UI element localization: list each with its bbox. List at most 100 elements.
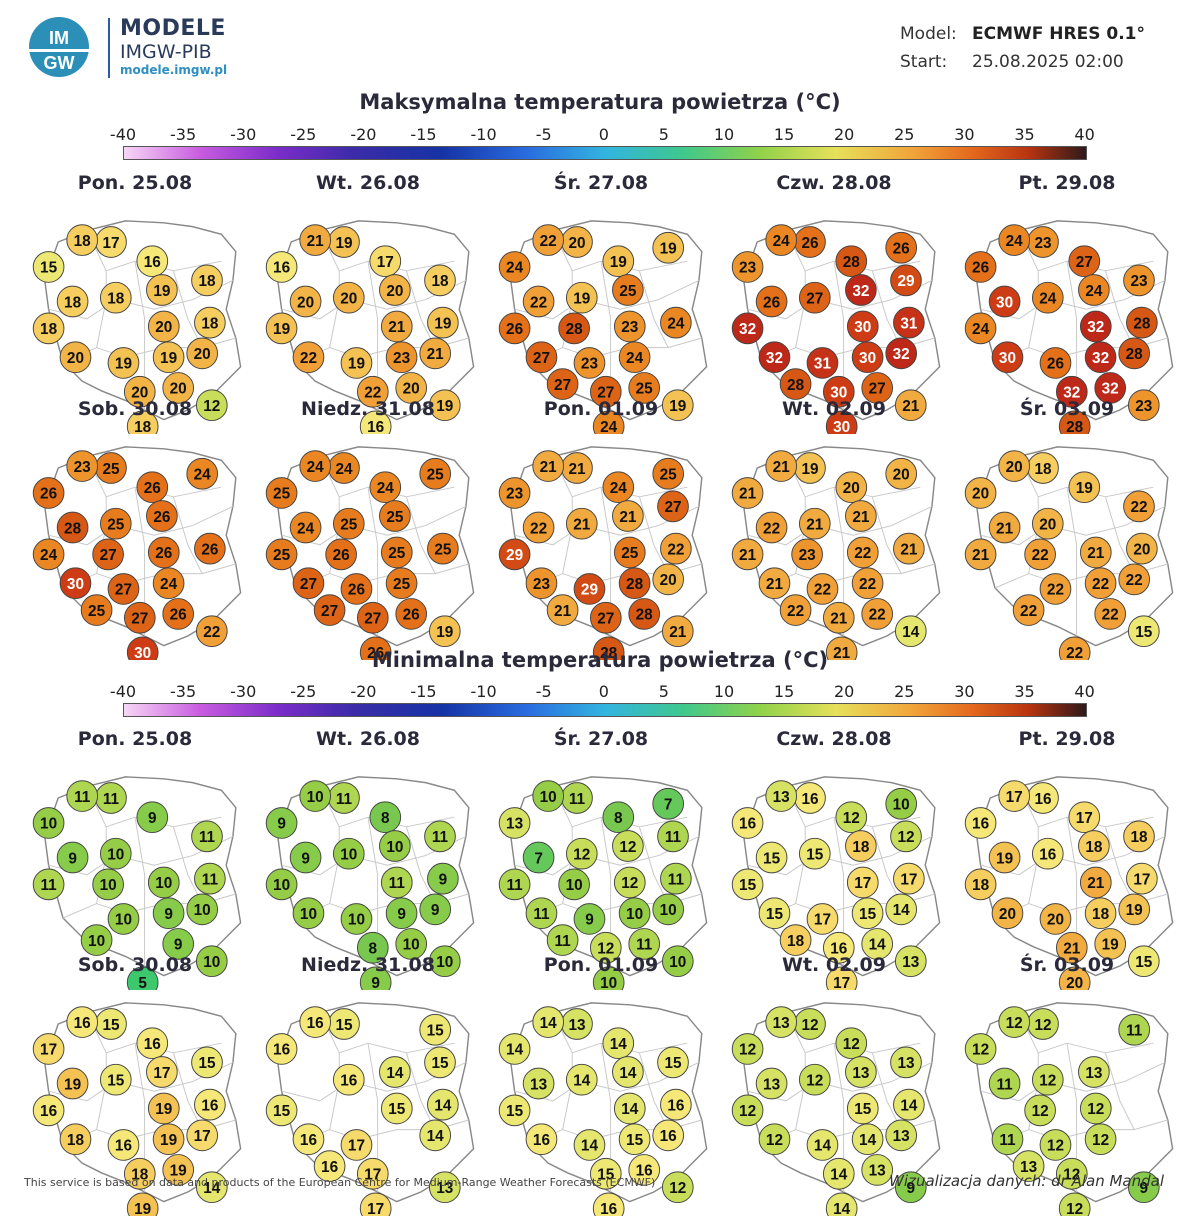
temperature-circle — [835, 1027, 868, 1060]
temperature-circle — [1118, 563, 1151, 596]
temperature-circle — [988, 511, 1021, 544]
temperature-circle — [1123, 490, 1155, 523]
temperature-circle — [385, 341, 418, 374]
temperature-marker: 18 — [66, 224, 99, 256]
temperature-circle — [265, 251, 298, 283]
temperature-marker: 24 — [660, 306, 692, 339]
temperature-circle — [356, 375, 389, 408]
temperature-marker: 21 — [561, 452, 593, 484]
temperature-marker: 13 — [561, 1008, 593, 1040]
temperature-marker: 10 — [292, 897, 325, 930]
temperature-circle — [589, 601, 622, 634]
temperature-marker: 20 — [1126, 532, 1158, 565]
temperature-marker: 23 — [1123, 264, 1155, 297]
temperature-marker: 19 — [988, 841, 1021, 874]
temperature-circle — [356, 601, 389, 634]
temperature-circle — [758, 897, 791, 930]
temperature-circle — [186, 1119, 219, 1152]
temperature-value: 10 — [88, 933, 105, 950]
temperature-value: 12 — [619, 839, 636, 856]
brand-url-link[interactable]: modele.imgw.pl — [120, 63, 228, 77]
temperature-circle — [265, 538, 298, 571]
temperature-value: 12 — [1047, 1138, 1064, 1155]
voivodeship-border — [980, 1061, 1166, 1102]
temperature-marker: 10 — [32, 807, 65, 839]
temperature-value: 15 — [40, 260, 58, 277]
temperature-value: 22 — [1126, 572, 1143, 589]
temperature-marker: 17 — [340, 1129, 373, 1161]
temperature-value: 16 — [660, 1128, 677, 1145]
temperature-circle — [332, 281, 365, 314]
temperature-circle — [498, 1094, 531, 1127]
temperature-value: 32 — [1092, 350, 1109, 367]
temperature-marker: 27 — [589, 375, 622, 408]
temperature-value: 24 — [194, 467, 212, 484]
min-temp-scale-labels: -40 -35 -30 -25 -20 -15 -10 -5 0 5 10 15 20 25 30 35 40 — [110, 682, 1100, 704]
temperature-circle — [758, 567, 791, 600]
temperature-value: 17 — [348, 1138, 365, 1155]
temperature-circle — [798, 837, 831, 870]
temperature-marker: 32 — [1055, 375, 1088, 408]
temperature-circle — [894, 945, 927, 978]
temperature-circle — [191, 264, 223, 297]
temperature-circle — [299, 1006, 332, 1038]
temperature-marker: 16 — [1031, 837, 1064, 870]
scale-tick-label: 25 — [894, 125, 915, 144]
temperature-marker: 15 — [618, 1123, 651, 1156]
map-panel: Śr. 03.09 18 20 19 20 22 21 20 21 22 21 20 22 22 22 22 2… — [947, 398, 1187, 660]
temperature-value: 20 — [843, 480, 860, 497]
temperature-circle — [851, 341, 884, 374]
voivodeship-border — [48, 505, 234, 546]
temperature-value: 29 — [581, 582, 598, 599]
temperature-marker: 26 — [794, 226, 826, 258]
temperature-marker: 12 — [835, 1027, 868, 1060]
temperature-value: 32 — [766, 350, 783, 367]
temperature-value: 16 — [600, 1201, 617, 1216]
scale-tick-label: 25 — [894, 682, 915, 701]
scale-tick-label: -35 — [170, 125, 197, 144]
temperature-value: 20 — [660, 572, 677, 589]
temperature-marker: 17 — [846, 866, 879, 899]
temperature-marker: 24 — [1078, 274, 1110, 306]
temperature-value: 14 — [610, 1036, 628, 1053]
map-panel: Pon. 25.08 17 18 16 15 18 18 18 19 18 20 18 20 19 19 20… — [15, 172, 255, 434]
temperature-marker: 13 — [765, 780, 798, 812]
temperature-circle — [652, 563, 685, 596]
map-panel: Sob. 30.08 15 16 16 17 15 19 15 17 16 19 16 18 16 19 17… — [15, 954, 255, 1216]
temperature-marker: 28 — [779, 368, 812, 400]
temperature-circle — [1084, 1123, 1117, 1156]
temperature-marker: 15 — [589, 1157, 622, 1190]
temperature-value: 30 — [859, 350, 876, 367]
temperature-circle — [798, 281, 831, 314]
temperature-circle — [191, 1046, 223, 1079]
temperature-value: 24 — [1039, 290, 1057, 307]
temperature-value: 18 — [201, 315, 219, 332]
temperature-value: 5 — [138, 975, 147, 990]
temperature-circle — [522, 841, 555, 874]
temperature-circle — [846, 866, 879, 899]
temperature-circle — [573, 903, 606, 935]
temperature-value: 13 — [773, 1015, 790, 1032]
temperature-circle — [299, 450, 332, 482]
temperature-value: 32 — [1063, 385, 1080, 402]
temperature-marker: 10 — [340, 903, 373, 935]
temperature-value: 21 — [830, 611, 848, 628]
temperature-marker: 19 — [147, 1092, 180, 1125]
temperature-circle — [798, 1063, 831, 1096]
temperature-circle — [1058, 410, 1091, 434]
temperature-value: 19 — [669, 398, 686, 415]
temperature-circle — [731, 807, 764, 839]
temperature-marker: 30 — [988, 285, 1021, 318]
max-temp-title: Maksymalna temperatura powietrza (°C) — [359, 90, 841, 114]
temperature-circle — [1079, 1092, 1112, 1125]
temperature-marker: 24 — [618, 341, 651, 374]
temperature-marker: 21 — [1079, 866, 1112, 899]
temperature-value: 16 — [533, 1132, 550, 1149]
temperature-value: 20 — [999, 906, 1016, 923]
temperature-value: 11 — [389, 875, 406, 892]
temperature-circle — [618, 1123, 651, 1156]
scale-tick-label: 35 — [1014, 125, 1035, 144]
scale-tick-label: -25 — [290, 125, 317, 144]
temperature-marker: 19 — [652, 231, 685, 264]
panel-date: Śr. 03.09 — [1019, 398, 1115, 420]
